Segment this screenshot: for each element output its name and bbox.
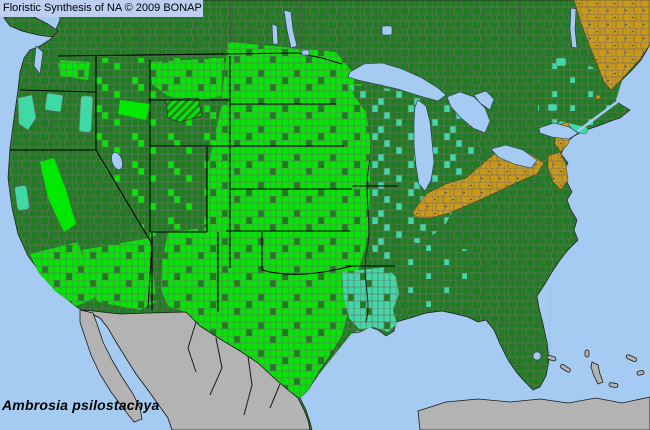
mexico-region — [83, 309, 311, 430]
boston-gold-county-dot — [595, 94, 601, 100]
gulf-states-sparse-teal-region — [396, 240, 470, 310]
lake-okeechobee — [532, 351, 542, 361]
cuba-region — [417, 396, 650, 430]
state-borders — [10, 52, 398, 312]
california-valley-bright-patch — [40, 158, 76, 232]
kentucky-virginia-gold-band — [411, 147, 545, 219]
lake-ontario — [538, 122, 579, 140]
eastern-oregon-teal-county — [78, 95, 94, 133]
southern-california-bright-patch — [30, 242, 95, 306]
lake-champlain — [569, 7, 578, 49]
snake-plain-bright-patch — [118, 100, 150, 120]
california-coast-teal-county — [14, 185, 30, 211]
great-salt-lake — [111, 152, 123, 170]
lake-erie — [490, 144, 538, 169]
lakes — [33, 7, 645, 361]
lake-michigan — [413, 99, 435, 192]
lake-nipigon — [381, 25, 393, 36]
province-borders — [137, 0, 521, 54]
eastern-washington-bright-patch — [58, 60, 90, 80]
hatched-county-wyoming — [165, 97, 203, 123]
map-title-bar: Floristic Synthesis of NA © 2009 BONAP — [0, 0, 203, 17]
montana-bright-patch — [150, 58, 224, 102]
arizona-bright-patch — [82, 238, 156, 310]
lake-superior — [347, 62, 447, 102]
louisiana-teal-region — [342, 267, 399, 332]
connecticut-teal-county — [547, 103, 558, 112]
lake-of-the-woods — [301, 49, 310, 56]
cascades-teal-county — [44, 92, 64, 113]
puget-sound — [33, 45, 44, 75]
upper-midwest-teal-region — [350, 85, 478, 263]
lake-manitoba — [271, 23, 279, 45]
mississippi-river-border — [364, 159, 371, 323]
georgian-bay — [473, 90, 495, 111]
lake-winnipeg — [283, 9, 298, 49]
bahamas-islands — [546, 349, 645, 388]
vermont-teal-county — [555, 57, 567, 67]
baja-california-peninsula — [79, 309, 143, 423]
species-name-label: Ambrosia psilostachya — [2, 397, 160, 413]
st-lawrence-river — [577, 80, 645, 133]
delmarva-gold-region — [547, 151, 569, 191]
mexico-state-borders — [187, 321, 281, 416]
oregon-coast-teal-counties — [17, 94, 37, 131]
maine-gold-region — [573, 0, 650, 91]
